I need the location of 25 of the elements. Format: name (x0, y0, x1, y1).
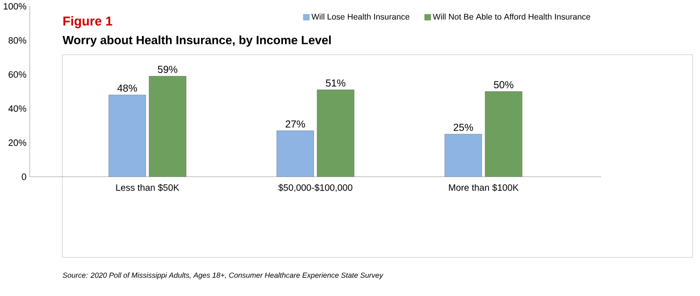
y-tick-label: 80% (8, 37, 26, 44)
bar (316, 90, 354, 177)
bar (276, 130, 314, 177)
legend-label: Will Lose Health Insurance (311, 14, 410, 20)
text: Figure 1 (63, 16, 112, 28)
data-label: 27% (286, 120, 306, 128)
data-label: 51% (326, 79, 346, 87)
x-tick-label: $50,000-$100,000 (278, 184, 352, 192)
bar (484, 91, 522, 177)
y-tick-label: 100% (4, 3, 26, 10)
bar (108, 94, 146, 177)
data-label: 48% (117, 84, 137, 92)
x-tick-label: Less than $50K (116, 184, 180, 192)
y-tick-label: 40% (8, 105, 26, 112)
data-label: 25% (454, 124, 474, 131)
bar (444, 134, 482, 177)
x-tick-label: More than $100K (448, 184, 519, 192)
y-tick-label: 0 (22, 173, 26, 180)
data-label: 59% (158, 66, 178, 73)
y-tick-label: 60% (8, 71, 26, 78)
bar (148, 76, 186, 177)
text: Worry about Health Insurance, by Income Level (62, 35, 331, 47)
legend-label: Will Not Be Able to Afford Health Insurance (432, 14, 590, 20)
data-label: 50% (494, 81, 514, 88)
y-tick-label: 20% (8, 139, 26, 146)
